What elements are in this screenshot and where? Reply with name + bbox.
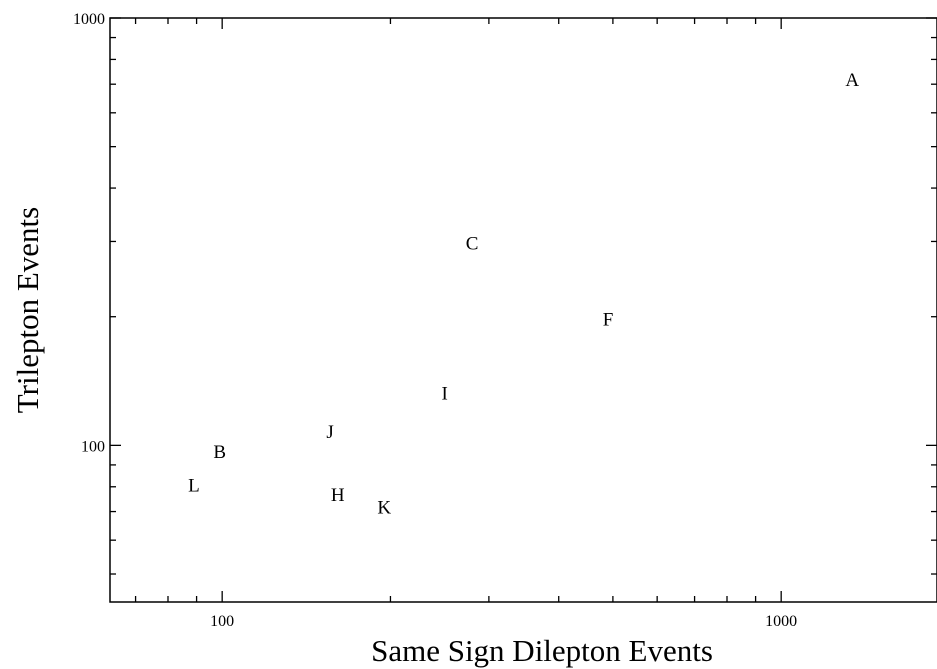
axis-ticks	[110, 17, 937, 602]
data-point-c: C	[466, 234, 479, 255]
axis-tick-labels: 100 1000 100 1000	[73, 11, 797, 630]
data-point-l: L	[188, 475, 200, 496]
data-point-f: F	[603, 310, 614, 331]
data-points: A B C F H I J K L	[188, 70, 859, 518]
y-tick-label: 1000	[73, 11, 105, 28]
x-axis-title: Same Sign Dilepton Events	[371, 633, 713, 668]
data-point-a: A	[845, 70, 859, 91]
data-point-i: I	[441, 383, 447, 404]
data-point-b: B	[213, 442, 226, 463]
x-tick-label: 100	[210, 613, 234, 630]
y-axis-title: Trilepton Events	[10, 207, 45, 413]
y-tick-label: 100	[81, 438, 105, 455]
plot-frame	[109, 17, 937, 603]
x-tick-label: 1000	[765, 613, 797, 630]
data-point-h: H	[331, 485, 345, 506]
data-point-j: J	[326, 422, 333, 443]
data-point-k: K	[377, 497, 391, 518]
